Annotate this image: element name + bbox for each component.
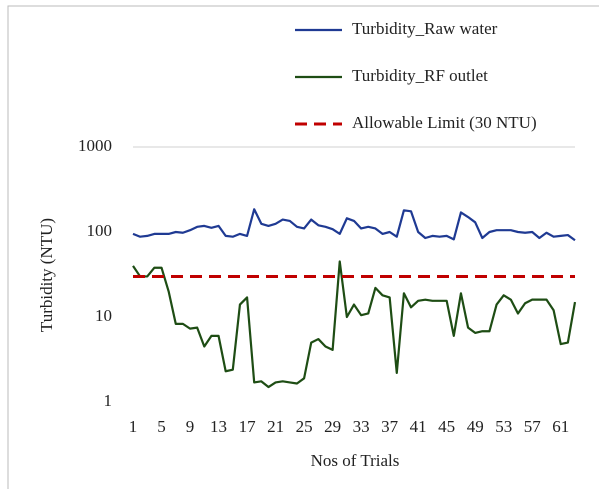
x-tick-label: 13 — [210, 417, 227, 436]
x-axis-label: Nos of Trials — [311, 451, 400, 470]
x-tick-label: 53 — [495, 417, 512, 436]
series-line — [132, 208, 576, 242]
frame — [7, 5, 599, 489]
x-tick-label: 29 — [324, 417, 341, 436]
legend-label: Allowable Limit (30 NTU) — [352, 113, 537, 132]
x-tick-label: 5 — [157, 417, 166, 436]
x-tick-label: 17 — [239, 417, 257, 436]
x-tick-label: 25 — [296, 417, 313, 436]
y-tick-label: 10 — [95, 306, 112, 325]
x-tick-label: 1 — [129, 417, 138, 436]
x-tick-label: 33 — [353, 417, 370, 436]
y-tick-label: 1000 — [78, 136, 112, 155]
x-tick-label: 61 — [552, 417, 569, 436]
y-tick-label: 1 — [104, 391, 113, 410]
x-tick-label: 45 — [438, 417, 455, 436]
legend-label: Turbidity_RF outlet — [352, 66, 488, 85]
x-tick-label: 41 — [410, 417, 427, 436]
series-line — [132, 260, 577, 389]
legend-label: Turbidity_Raw water — [352, 19, 498, 38]
x-tick-label: 37 — [381, 417, 399, 436]
x-tick-label: 9 — [186, 417, 195, 436]
x-tick-label: 21 — [267, 417, 284, 436]
x-tick-label: 49 — [467, 417, 484, 436]
x-tick-label: 57 — [524, 417, 542, 436]
y-tick-label: 100 — [87, 221, 113, 240]
y-axis-label: Turbidity (NTU) — [37, 218, 56, 332]
